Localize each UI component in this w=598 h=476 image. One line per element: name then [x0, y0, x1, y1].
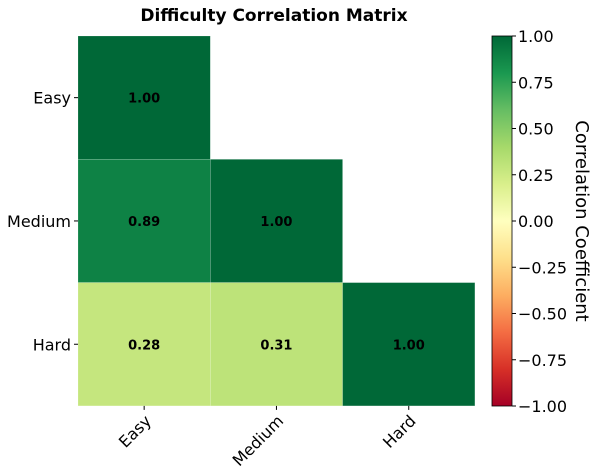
colorbar-tick-label: 0.75	[518, 73, 554, 92]
cell-value-label: 1.00	[393, 338, 425, 353]
colorbar-tick-label: −0.50	[518, 305, 567, 324]
x-tick-label: Hard	[379, 411, 420, 452]
heatmap-cell	[210, 159, 343, 283]
x-axis: Easy Medium Hard	[115, 405, 420, 470]
y-axis: Easy Medium Hard	[7, 89, 78, 354]
heatmap-cell	[77, 282, 211, 407]
heatmap-cells	[77, 35, 476, 407]
x-tick-label: Easy	[115, 411, 155, 451]
y-tick-label: Hard	[33, 335, 71, 354]
cell-value-label: 0.28	[128, 338, 160, 353]
colorbar-tick-label: 0.50	[518, 120, 554, 139]
colorbar-ticks: 1.00 0.75 0.50 0.25 0.00 −0.25 −0.50 −0.75 −1.00	[512, 27, 567, 416]
colorbar	[491, 35, 513, 407]
heatmap-cell	[342, 282, 476, 407]
heatmap-cell	[77, 35, 211, 160]
colorbar-tick-label: 0.00	[518, 212, 554, 231]
y-tick-label: Medium	[7, 212, 71, 231]
heatmap-cell	[77, 159, 211, 283]
colorbar-tick-label: −1.00	[518, 397, 567, 416]
chart-title: Difficulty Correlation Matrix	[140, 6, 407, 26]
colorbar-tick-label: 0.25	[518, 166, 554, 185]
x-tick-label: Medium	[229, 411, 288, 470]
cell-value-label: 0.31	[260, 338, 292, 353]
cell-value-label: 1.00	[128, 92, 160, 107]
heatmap-value-labels: 1.00 0.89 1.00 0.28 0.31 1.00	[128, 92, 425, 354]
cell-value-label: 0.89	[128, 215, 160, 230]
colorbar-tick-label: −0.75	[518, 351, 567, 370]
colorbar-tick-label: 1.00	[518, 27, 554, 46]
colorbar-label: Correlation Coefficient	[571, 120, 592, 321]
cell-value-label: 1.00	[260, 215, 292, 230]
y-tick-label: Easy	[33, 89, 71, 108]
heatmap-cell	[210, 282, 343, 407]
colorbar-tick-label: −0.25	[518, 258, 567, 277]
